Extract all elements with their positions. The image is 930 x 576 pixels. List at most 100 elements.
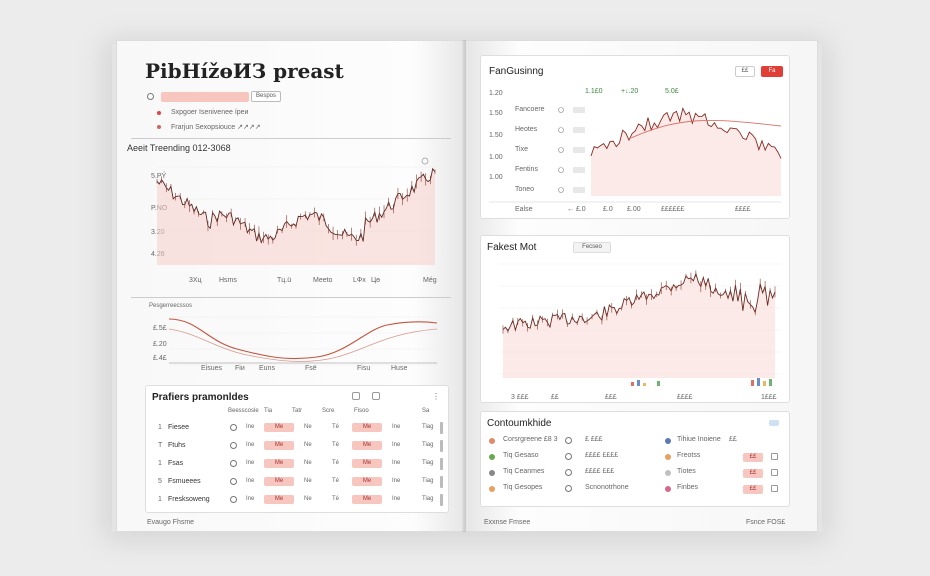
divider <box>131 138 451 139</box>
x-tick: Tц.ü <box>277 277 292 284</box>
search-tag[interactable]: Bespos <box>251 91 281 102</box>
info-icon[interactable] <box>769 420 779 426</box>
contour-item-pill[interactable]: ££ <box>743 469 763 478</box>
cell: Ine <box>246 478 255 484</box>
bullet-icon <box>157 125 161 129</box>
toggle-icon[interactable] <box>565 437 572 444</box>
x-tick: Цө <box>371 277 381 284</box>
row-number: 1 <box>158 460 162 467</box>
table-row[interactable]: 1 Fresksoweng Ine Me Ne Té Me Ine Tiag <box>146 492 450 508</box>
cell-pill[interactable]: Me <box>264 441 294 450</box>
bottom-label: Ealse <box>515 206 533 213</box>
radio-icon[interactable] <box>147 93 154 100</box>
row-number: 5 <box>158 478 162 485</box>
y-tick: 1.50 <box>489 110 503 117</box>
y-tick: 1.00 <box>489 154 503 161</box>
table-row[interactable]: T Ftuhs Ine Me Ne Té Me Ine Tiag <box>146 438 450 454</box>
x-tick: Eisues <box>201 365 223 372</box>
cell: Tiag <box>422 496 434 502</box>
status-dot-icon <box>489 454 495 460</box>
contour-item-value: ££ <box>729 436 737 443</box>
bottom-label: £.00 <box>627 206 641 213</box>
sort-icon[interactable] <box>372 392 380 400</box>
cell: Ine <box>246 442 255 448</box>
search-pill[interactable] <box>161 92 249 102</box>
more-icon[interactable]: ⋮ <box>432 392 440 401</box>
cell-pill[interactable]: Me <box>352 495 382 504</box>
filter-tag[interactable]: Fecseo <box>573 242 611 253</box>
table-heading: Prafiers pramonldes <box>152 392 249 403</box>
column-header[interactable]: Beesscosle <box>228 408 259 414</box>
row-name: Fresksoweng <box>168 496 210 503</box>
volume-bar <box>637 380 640 386</box>
row-number: T <box>158 442 163 449</box>
series-line <box>502 272 776 332</box>
series-area <box>591 108 781 196</box>
status-icon <box>230 478 237 485</box>
table-row[interactable]: 5 Fsmueees Ine Me Ne Té Me Ine Tiag <box>146 474 450 490</box>
cell: Ne <box>304 424 312 430</box>
column-header[interactable]: Scre <box>322 408 335 414</box>
row-chip <box>573 147 585 153</box>
column-header[interactable]: Tia <box>264 408 273 414</box>
cell-pill[interactable]: Me <box>352 459 382 468</box>
row-label: Heotes <box>515 126 538 133</box>
page-title: PibHížөИЗ preast <box>145 59 344 83</box>
contour-item-label: Tiotes <box>677 468 696 475</box>
y-tick: £.5£ <box>153 325 167 332</box>
cell: Ine <box>392 442 401 448</box>
trend-chart-svg <box>156 157 436 265</box>
volume-bar <box>631 382 634 386</box>
cell-pill[interactable]: Me <box>352 441 382 450</box>
row-label: Fentins <box>515 166 538 173</box>
table-body: 1 Fiesee Ine Me Ne Té Me Ine Tiag T Ftuhs Ine Me Ne Té… <box>146 420 450 510</box>
status-dot-icon <box>489 438 495 444</box>
contour-item-label: Tiq Gesaso <box>503 452 539 459</box>
cell-pill[interactable]: Me <box>264 423 294 432</box>
cell-pill[interactable]: Me <box>264 459 294 468</box>
cell-pill[interactable]: Me <box>352 477 382 486</box>
row-chip <box>573 187 585 193</box>
contour-right-list: Tihiue Inoiene ££ Freotss ££ Tiotes ££ Finbes £… <box>661 434 789 504</box>
row-icon <box>558 147 564 153</box>
column-header[interactable]: Tatr <box>292 408 303 414</box>
column-header[interactable]: Sa <box>422 408 430 414</box>
cell-pill[interactable]: Me <box>264 477 294 486</box>
cell-pill[interactable]: Me <box>352 423 382 432</box>
x-tick: Hsms <box>219 277 237 284</box>
x-tick: Meeto <box>313 277 333 284</box>
fundraising-chart <box>489 107 782 203</box>
cell: Ine <box>246 460 255 466</box>
period-button[interactable]: ££ <box>735 66 755 77</box>
page-edge-right <box>816 44 822 532</box>
column-header[interactable]: Fisoo <box>354 408 369 414</box>
settings-icon[interactable] <box>421 157 429 165</box>
toggle-icon[interactable] <box>565 453 572 460</box>
toggle-icon[interactable] <box>565 469 572 476</box>
x-tick: 1£££ <box>761 394 777 401</box>
cell: Ine <box>392 478 401 484</box>
y-tick: £.4£ <box>153 355 167 362</box>
red-action-button[interactable]: Fa <box>761 66 783 77</box>
card2-title: Fakest Mot <box>487 242 537 253</box>
checkbox[interactable] <box>771 469 778 476</box>
cell-pill[interactable]: Me <box>264 495 294 504</box>
checkbox[interactable] <box>771 485 778 492</box>
table-row[interactable]: 1 Fsas Ine Me Ne Té Me Ine Tiag <box>146 456 450 472</box>
cell: Té <box>332 442 340 448</box>
right-page: FanGusinng ££ Fa 1.20 1.50 1.50 1.00 1.0… <box>466 40 818 532</box>
table-row[interactable]: 1 Fiesee Ine Me Ne Té Me Ine Tiag <box>146 420 450 436</box>
row-icon <box>558 107 564 113</box>
card3-title: Contoumkhide <box>487 418 552 429</box>
contour-item-pill[interactable]: ££ <box>743 453 763 462</box>
checkbox[interactable] <box>771 453 778 460</box>
status-dot-icon <box>665 486 671 492</box>
filter-icon[interactable] <box>352 392 360 400</box>
contour-card: Contoumkhide Corsrgreene £8 3 £ £££ Tiq Ge… <box>480 411 790 507</box>
row-chip <box>573 107 585 113</box>
volume-bar <box>763 381 766 386</box>
toggle-icon[interactable] <box>565 485 572 492</box>
contour-item-pill[interactable]: ££ <box>743 485 763 494</box>
status-icon <box>230 442 237 449</box>
row-name: Ftuhs <box>168 442 186 449</box>
